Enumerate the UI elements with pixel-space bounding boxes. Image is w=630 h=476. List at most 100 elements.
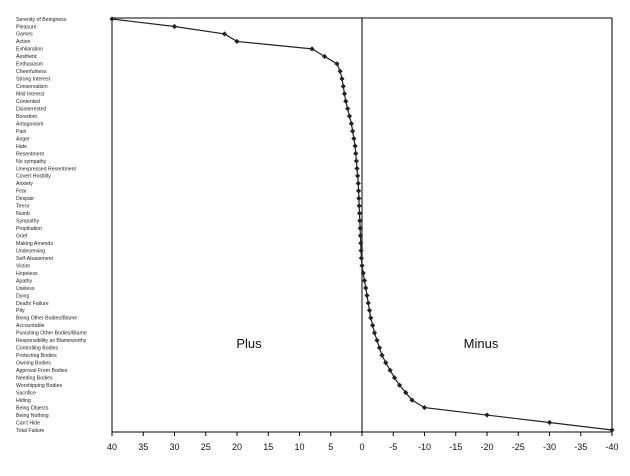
data-point	[370, 322, 376, 328]
category-label: Controlling Bodies	[16, 346, 59, 352]
data-point	[484, 412, 490, 418]
category-label: Disinterested	[16, 106, 46, 112]
x-tick-label: -35	[574, 442, 587, 452]
x-tick-label: 30	[169, 442, 179, 452]
data-point	[321, 53, 328, 59]
category-label: Antagonism	[16, 121, 43, 127]
data-point	[403, 390, 409, 396]
data-point	[409, 397, 415, 403]
x-tick-label: -40	[605, 442, 618, 452]
data-point	[359, 263, 365, 269]
category-label: Can't Hide	[16, 420, 40, 426]
region-label-minus: Minus	[464, 336, 499, 351]
data-point	[371, 330, 378, 336]
category-label: Hiding	[16, 398, 31, 404]
data-point	[358, 255, 364, 261]
x-tick-label: 20	[232, 442, 242, 452]
series-points	[109, 16, 615, 433]
category-label: Punishing Other Bodies/Blame	[16, 331, 87, 337]
x-tick-label: 10	[294, 442, 304, 452]
data-point	[337, 68, 343, 74]
x-tick-label: -5	[389, 442, 397, 452]
data-point	[358, 240, 364, 246]
category-label: Being Other Bodies/Blame	[16, 316, 77, 322]
x-tick-label: 35	[138, 442, 148, 452]
data-point	[350, 128, 356, 134]
category-label: Terror	[16, 204, 30, 210]
data-point	[363, 285, 369, 291]
category-label: Victim	[16, 263, 30, 269]
category-label: Death/ Failure	[16, 301, 49, 307]
category-label: Enthusiasm	[16, 62, 43, 68]
data-point	[348, 121, 354, 127]
data-point	[356, 203, 362, 209]
data-point	[341, 91, 348, 97]
category-label: Strong Interest	[16, 77, 51, 83]
x-tick-label: 15	[263, 442, 273, 452]
data-point	[353, 158, 359, 164]
category-label: Apathy	[16, 278, 33, 284]
x-tick-label: -25	[512, 442, 525, 452]
category-label: Useless	[16, 286, 35, 292]
data-point	[355, 188, 362, 194]
data-point	[346, 113, 353, 119]
category-label: Conservatism	[16, 84, 48, 90]
category-label: Making Amends	[16, 241, 53, 247]
data-point	[334, 61, 340, 67]
data-point	[358, 248, 364, 254]
category-label: Being Objects	[16, 405, 49, 411]
x-tick-label: -15	[449, 442, 462, 452]
data-point	[339, 76, 345, 82]
category-label: Needing Bodies	[16, 375, 53, 381]
data-point	[609, 427, 615, 433]
category-label: Fear	[16, 189, 27, 195]
category-label: Grief	[16, 234, 28, 240]
category-label: Numb	[16, 211, 30, 217]
data-point	[366, 307, 373, 314]
category-label: Covert Hostility	[16, 174, 51, 180]
data-point	[309, 46, 315, 52]
data-point	[356, 210, 363, 216]
data-point	[340, 83, 346, 89]
data-point	[374, 337, 380, 343]
data-point	[361, 277, 368, 284]
data-point	[357, 225, 363, 231]
category-label: Pleasure	[16, 24, 37, 30]
data-point	[355, 173, 361, 179]
category-label: Action	[16, 39, 31, 45]
category-label: Exhilaration	[16, 47, 43, 53]
x-tick-label: 25	[201, 442, 211, 452]
x-tick-label: 40	[107, 442, 117, 452]
category-label: Pity	[16, 308, 25, 314]
data-point	[387, 367, 393, 373]
category-label: Hopeless	[16, 271, 38, 277]
data-point	[391, 375, 398, 381]
category-label: Cheerfulness	[16, 69, 47, 75]
category-label: Total Failure	[16, 428, 44, 434]
data-point	[365, 300, 371, 306]
category-label: Accountable	[16, 323, 45, 329]
category-label: Aesthetic	[16, 54, 38, 60]
category-label: Sacrifice	[16, 390, 36, 396]
category-label: Protecting Bodies	[16, 353, 57, 359]
category-label: Undeserving	[16, 248, 45, 254]
data-point	[379, 352, 385, 358]
data-point	[383, 360, 389, 366]
category-label: Contented	[16, 99, 40, 105]
category-label: Responsibility as Blameworthy	[16, 338, 87, 344]
data-point	[357, 218, 363, 224]
category-label: Owning Bodies	[16, 361, 51, 367]
category-label: Mild Interest	[16, 92, 45, 98]
data-point	[234, 38, 240, 45]
data-point	[354, 165, 360, 172]
category-label: Anger	[16, 136, 30, 142]
data-point	[357, 233, 364, 239]
x-axis: 40 35 30 25 20 15 10 5 0 -5 -10 -15 -20 -25 -30 -35 -40	[107, 432, 619, 452]
region-label-plus: Plus	[236, 336, 262, 351]
x-tick-label: 5	[328, 442, 333, 452]
x-tick-label: -10	[418, 442, 431, 452]
category-label: Despair	[16, 196, 34, 202]
category-label: Hate	[16, 144, 27, 150]
